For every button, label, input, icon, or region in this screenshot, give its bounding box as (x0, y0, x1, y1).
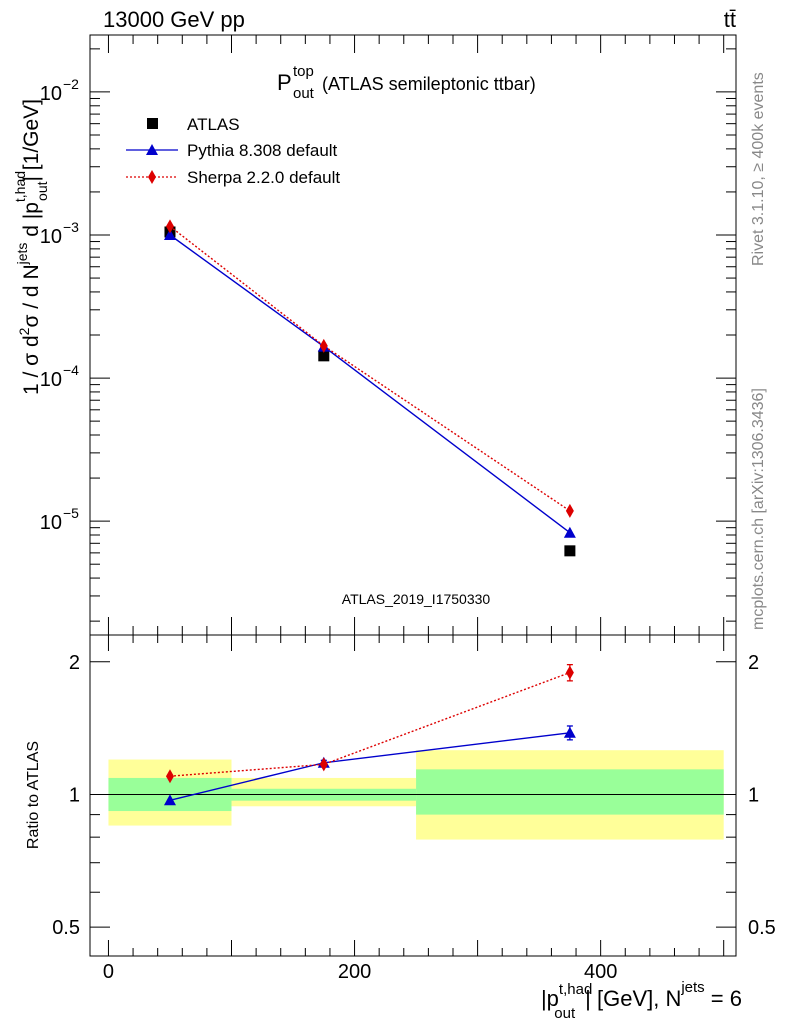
main-pythia-line (169, 234, 571, 534)
ratio-ylabel: Ratio to ATLAS (25, 741, 42, 849)
main-panel: 10−210−310−410−5 P top out (ATLAS semile… (12, 34, 737, 636)
ratio-frame (89, 634, 737, 957)
ratio-ytick-label: 0.5 (52, 917, 80, 939)
main-atlas-point (318, 350, 330, 362)
title-rest: (ATLAS semileptonic ttbar) (322, 74, 536, 94)
main-pythia-point (563, 526, 576, 538)
title-sub: out (293, 85, 315, 102)
main-xticks (107, 35, 725, 635)
main-pythia-point (163, 229, 176, 240)
ratio-ytick-label-right: 1 (748, 784, 759, 806)
ratio-series (163, 663, 576, 806)
ratio-ytick-label: 2 (69, 652, 80, 674)
title-sup: top (293, 63, 314, 80)
ratio-ytick-label-right: 0.5 (748, 917, 776, 939)
main-sherpa-point (565, 503, 574, 518)
legend-marker-pythia (146, 144, 158, 155)
legend-label-pythia: Pythia 8.308 default (187, 141, 338, 160)
main-ytick-label: 10 (40, 369, 62, 391)
main-atlas-point (564, 545, 576, 557)
ratio-xticks: 0 200 400 (103, 635, 725, 983)
main-sherpa-point (165, 219, 174, 234)
main-ytick-exponent: −3 (63, 219, 79, 235)
main-sherpa-point (319, 338, 328, 353)
ratio-sherpa-point (565, 665, 574, 680)
ratio-ytick-label: 1 (69, 784, 80, 806)
x-tick-label: 0 (103, 961, 114, 983)
main-ytick-exponent: −2 (63, 76, 79, 92)
ratio-pythia-point (163, 794, 176, 806)
main-ytick-exponent: −5 (63, 505, 79, 521)
legend-label-atlas: ATLAS (187, 115, 240, 134)
main-sherpa-line (169, 225, 571, 512)
title-main: P (277, 70, 291, 95)
x-tick-label: 400 (584, 961, 617, 983)
mcplots-label: mcplots.cern.ch [arXiv:1306.3436] (750, 388, 767, 630)
x-tick-label: 200 (338, 961, 371, 983)
ratio-sherpa-point (319, 757, 328, 772)
analysis-watermark: ATLAS_2019_I1750330 (342, 591, 491, 607)
rivet-label: Rivet 3.1.10, ≥ 400k events (750, 72, 767, 266)
main-ytick-label: 10 (40, 226, 62, 248)
main-title: P top out (ATLAS semileptonic ttbar) (277, 56, 536, 103)
ratio-pythia-point (563, 726, 576, 738)
legend-marker-atlas (147, 118, 158, 129)
ratio-ytick-label-right: 2 (748, 652, 759, 674)
x-axis-label: |pt,had out| [GeV], Njets = 6 (541, 979, 742, 1022)
ratio-stat-uncertainty-band (416, 769, 724, 815)
main-ytick-label: 10 (40, 83, 62, 105)
ratio-panel: 0 200 400 0.5 0.5 1 1 2 2 Ratio to ATLAS |pt,ha… (25, 634, 776, 1022)
ratio-sherpa-line (169, 671, 571, 777)
header-process: tt̄ (724, 7, 736, 32)
main-ytick-exponent: −4 (63, 362, 79, 378)
main-ytick-label: 10 (40, 512, 62, 534)
ratio-yticks: 0.5 0.5 1 1 2 2 (52, 652, 776, 939)
ratio-sherpa-point (165, 769, 174, 784)
header-energy: 13000 GeV pp (103, 7, 245, 32)
legend-label-sherpa: Sherpa 2.2.0 default (187, 168, 340, 187)
legend: ATLAS Pythia 8.308 default Sherpa 2.2.0 … (126, 115, 340, 187)
main-series (163, 219, 576, 557)
legend-marker-sherpa (148, 170, 156, 184)
main-yticks: 10−210−310−410−5 (40, 48, 736, 622)
